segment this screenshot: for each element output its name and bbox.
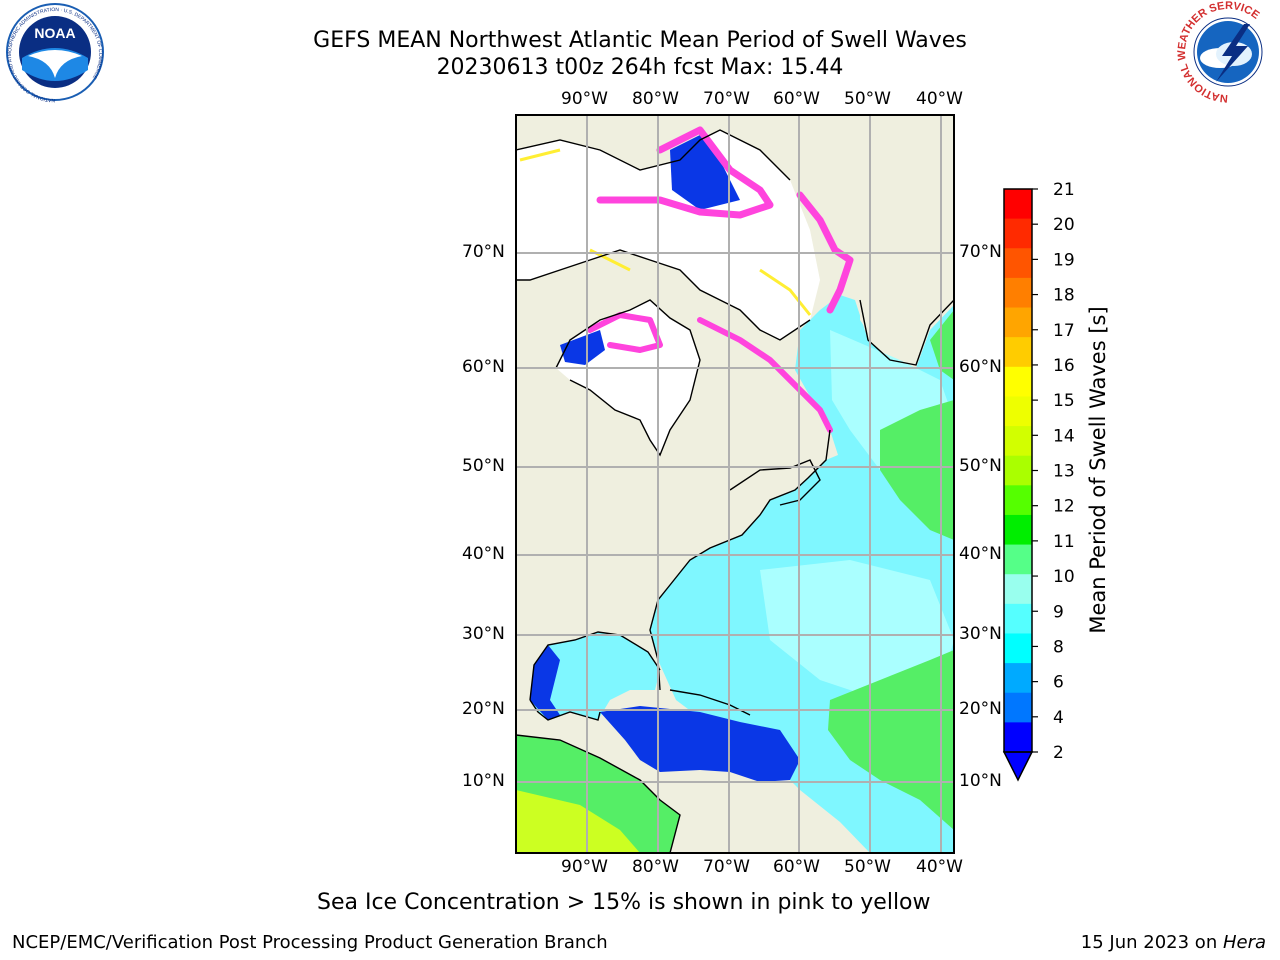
colorbar-segment — [1004, 485, 1032, 516]
lon-tick-bottom: 70°W — [703, 857, 750, 877]
colorbar-tick-label: 9 — [1053, 602, 1064, 622]
lat-tick-left: 60°N — [462, 357, 505, 377]
lon-tick-top: 70°W — [703, 89, 750, 109]
south-america-yellow — [516, 790, 640, 853]
lat-tick-right: 10°N — [959, 771, 1002, 791]
lon-tick-top: 60°W — [773, 89, 820, 109]
colorbar-segment — [1004, 544, 1032, 575]
colorbar-segment — [1004, 663, 1032, 694]
noaa-logo-text: NOAA — [34, 25, 75, 41]
lon-tick-top: 50°W — [844, 89, 891, 109]
colorbar-tick-label: 16 — [1053, 356, 1075, 376]
colorbar-segment — [1004, 692, 1032, 723]
colorbar-tick-label: 21 — [1053, 180, 1075, 200]
sea-ice-caption: Sea Ice Concentration > 15% is shown in … — [317, 890, 931, 915]
lat-tick-left: 50°N — [462, 456, 505, 476]
footer-credit: NCEP/EMC/Verification Post Processing Pr… — [12, 932, 608, 953]
colorbar-tick-label: 13 — [1053, 462, 1075, 482]
colorbar-tick-label: 2 — [1053, 743, 1064, 763]
sea-ice-edge-baffin — [596, 126, 774, 219]
lat-tick-left: 70°N — [462, 242, 505, 262]
lat-tick-right: 30°N — [959, 624, 1002, 644]
colorbar-segment — [1004, 396, 1032, 427]
baffin-bay-blue — [670, 135, 740, 210]
lon-tick-top: 90°W — [561, 89, 608, 109]
lon-tick-bottom: 60°W — [773, 857, 820, 877]
lon-tick-bottom: 80°W — [632, 857, 679, 877]
gulf-blue-rim — [530, 645, 560, 720]
colorbar-segment — [1004, 574, 1032, 605]
sea-ice-edge-labrador — [796, 191, 854, 314]
colorbar-extend-triangle — [1002, 751, 1034, 782]
colorbar-segment — [1004, 218, 1032, 249]
colorbar-tick-label: 8 — [1053, 637, 1064, 657]
footer-host: Hera — [1222, 932, 1266, 953]
colorbar-segment — [1004, 426, 1032, 457]
caribbean-sea — [600, 706, 800, 782]
sea-ice-edge-strait — [697, 317, 833, 433]
colorbar-tick-label: 15 — [1053, 391, 1075, 411]
colorbar-tick-label: 10 — [1053, 567, 1075, 587]
colorbar-segment — [1004, 307, 1032, 338]
lat-tick-left: 10°N — [462, 771, 505, 791]
colorbar-tick-label: 17 — [1053, 321, 1075, 341]
lon-tick-bottom: 40°W — [916, 857, 963, 877]
map-frame — [515, 114, 955, 854]
colorbar: 21 20 19 18 17 16 15 14 13 12 11 10 9 8 6 4 2 — [1002, 180, 1075, 782]
colorbar-tick-label: 20 — [1053, 215, 1075, 235]
lat-tick-right: 60°N — [959, 357, 1002, 377]
swell-green-north — [880, 400, 954, 540]
colorbar-segment — [1004, 366, 1032, 397]
chart-subtitle: 20230613 t00z 264h fcst Max: 15.44 — [436, 55, 844, 80]
colorbar-segment — [1004, 722, 1032, 753]
lat-tick-right: 20°N — [959, 699, 1002, 719]
colorbar-segment — [1004, 248, 1032, 279]
colorbar-tick-label: 19 — [1053, 250, 1075, 270]
lat-tick-left: 40°N — [462, 544, 505, 564]
colorbar-segment — [1004, 514, 1032, 546]
colorbar-tick-label: 6 — [1053, 673, 1064, 693]
swell-green-south — [828, 650, 954, 830]
map-area — [516, 115, 954, 853]
light-ocean-mid — [760, 560, 954, 700]
colorbar-segment — [1004, 277, 1032, 309]
lat-tick-right: 40°N — [959, 544, 1002, 564]
lat-tick-left: 30°N — [462, 624, 505, 644]
colorbar-tick-label: 12 — [1053, 497, 1075, 517]
chart-title: GEFS MEAN Northwest Atlantic Mean Period… — [313, 28, 967, 53]
noaa-logo: NOAA NATIONAL OCEANIC AND ATMOSPHERIC AD… — [6, 3, 104, 103]
gulf-of-mexico — [530, 632, 660, 720]
lon-tick-bottom: 90°W — [561, 857, 608, 877]
colorbar-label: Mean Period of Swell Waves [s] — [1086, 306, 1110, 634]
lat-tick-right: 50°N — [959, 456, 1002, 476]
nws-logo: NATIONAL WEATHER SERVICE — [1176, 0, 1276, 104]
colorbar-tick-label: 14 — [1053, 426, 1075, 446]
colorbar-segment — [1004, 189, 1032, 220]
lon-tick-top: 40°W — [916, 89, 963, 109]
footer-date: 15 Jun 2023 on Hera — [1081, 932, 1266, 953]
colorbar-tick-label: 18 — [1053, 286, 1075, 306]
lat-tick-right: 70°N — [959, 242, 1002, 262]
colorbar-tick-label: 4 — [1053, 708, 1064, 728]
lon-tick-top: 80°W — [632, 89, 679, 109]
lat-tick-left: 20°N — [462, 699, 505, 719]
graticule — [516, 115, 954, 853]
footer-date-text: 15 Jun 2023 on — [1080, 932, 1223, 953]
colorbar-segment — [1004, 633, 1032, 664]
colorbar-segment — [1004, 603, 1032, 634]
colorbar-segment — [1004, 337, 1032, 368]
colorbar-tick-label: 11 — [1053, 532, 1075, 552]
colorbar-segment — [1004, 455, 1032, 486]
lon-tick-bottom: 50°W — [844, 857, 891, 877]
greenland-land — [790, 115, 954, 365]
hudson-blue — [560, 330, 605, 365]
sea-ice-edge-hudson — [587, 312, 663, 353]
